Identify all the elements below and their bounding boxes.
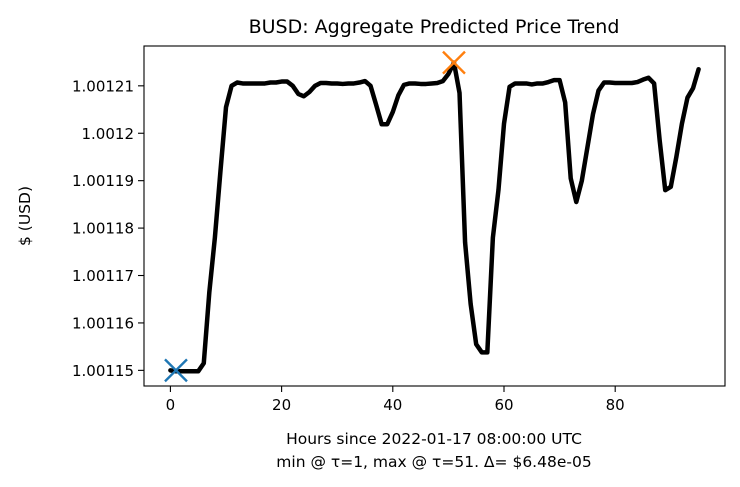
min-marker (164, 358, 188, 383)
plot-area (143, 45, 726, 387)
y-tick-label: 1.00119 (72, 172, 134, 190)
x-axis-label: Hours since 2022-01-17 08:00:00 UTC (286, 430, 582, 448)
y-tick-label: 1.00116 (72, 314, 134, 332)
y-axis-label: $ (USD) (16, 186, 34, 246)
x-tick-label: 20 (272, 396, 291, 414)
y-tick-label: 1.00115 (72, 362, 134, 380)
x-tick-label: 60 (494, 396, 513, 414)
chart-title: BUSD: Aggregate Predicted Price Trend (249, 16, 620, 38)
y-tick-label: 1.00118 (72, 220, 134, 238)
x-tick-label: 0 (166, 396, 176, 414)
y-tick-label: 1.00117 (72, 267, 134, 285)
y-tick-label: 1.00121 (72, 77, 134, 95)
series-line-0 (168, 60, 701, 374)
max-marker (442, 50, 466, 75)
axes-frame (143, 45, 726, 387)
x-axis-label-line2: min @ τ=1, max @ τ=51. Δ= $6.48e-05 (276, 453, 591, 471)
x-tick-label: 80 (606, 396, 625, 414)
y-tick-label: 1.0012 (82, 125, 135, 143)
x-axis: 0 20 40 60 80 (166, 386, 625, 414)
y-axis: 1.00115 1.00116 1.00117 1.00118 1.00119 1.001… (72, 77, 144, 380)
x-tick-label: 40 (383, 396, 402, 414)
